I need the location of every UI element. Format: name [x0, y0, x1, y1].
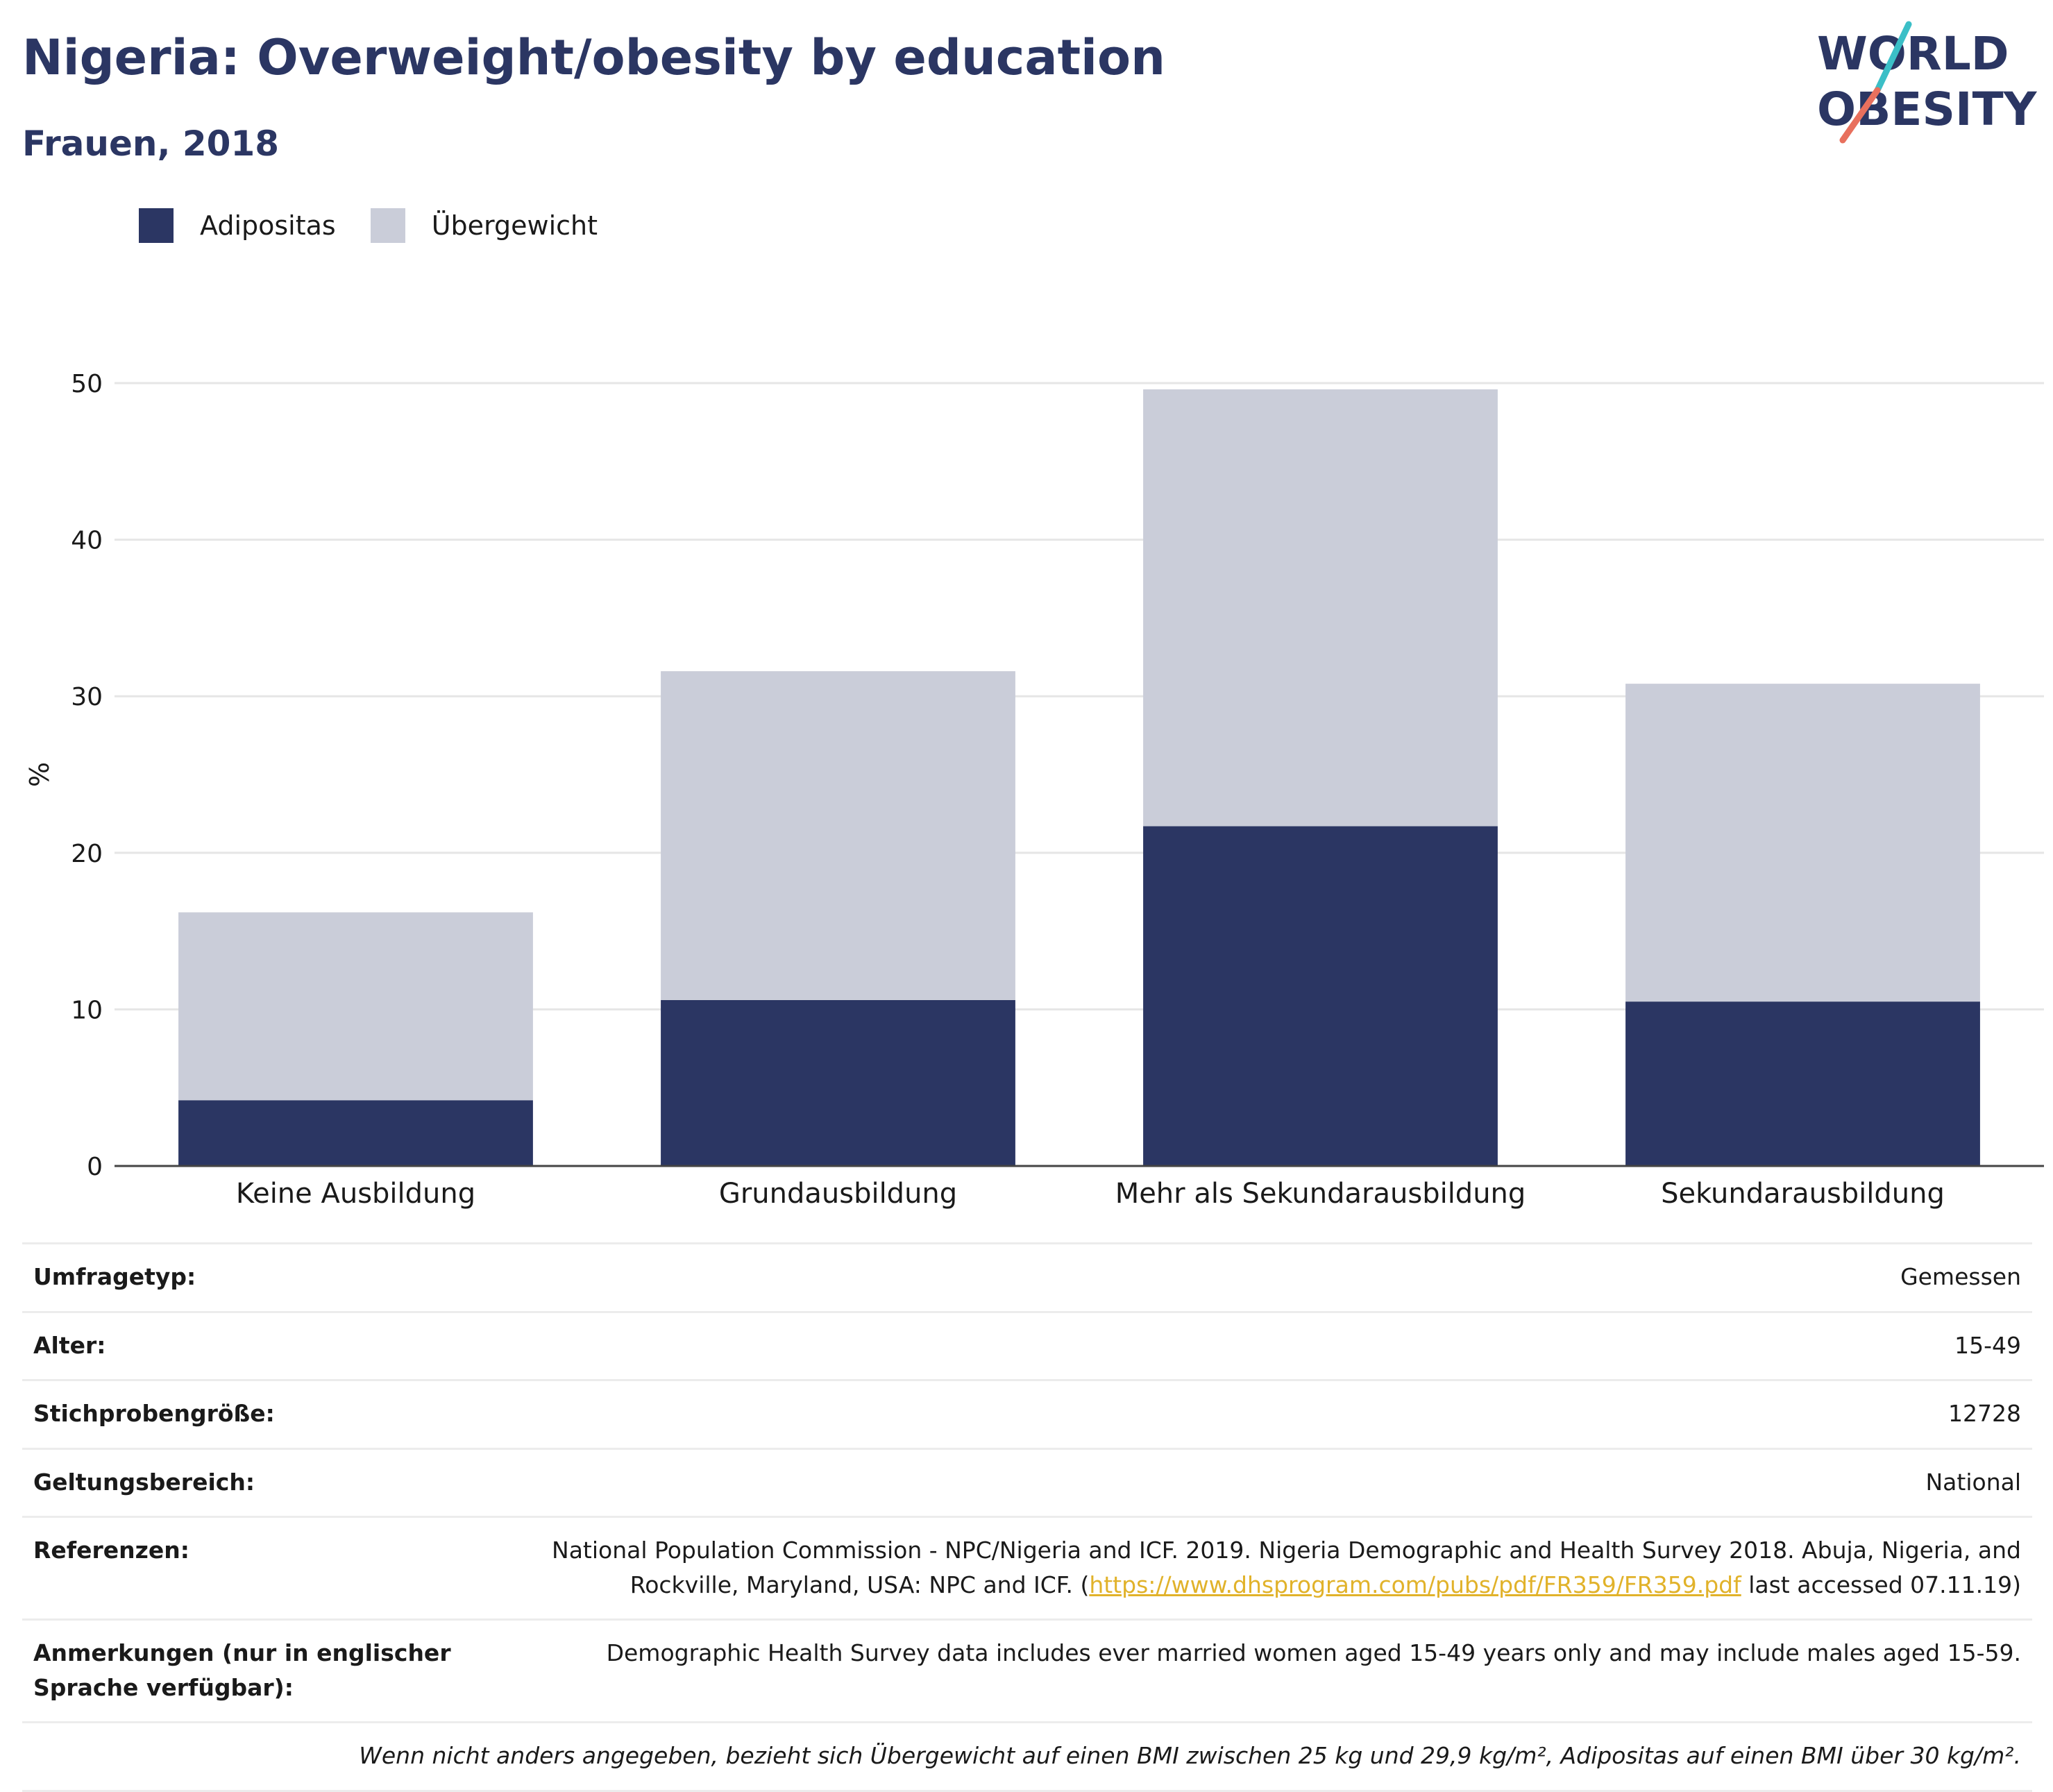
references-link[interactable]: https://www.dhsprogram.com/pubs/pdf/FR35… [1089, 1571, 1741, 1598]
y-tick-label: 20 [71, 840, 103, 868]
info-label: Stichprobengröße: [22, 1379, 530, 1448]
references-text: National Population Commission - NPC/Nig… [552, 1537, 2021, 1598]
y-tick-label: 50 [71, 370, 103, 398]
info-row-footnote: Wenn nicht anders angegeben, bezieht sic… [22, 1721, 2032, 1792]
x-tick-label: Grundausbildung [719, 1178, 957, 1210]
info-label: Umfragetyp: [22, 1242, 530, 1312]
info-value: 15-49 [530, 1310, 2032, 1380]
y-tick-label: 0 [87, 1153, 103, 1181]
info-row-survey-type: Umfragetyp: Gemessen [22, 1242, 2032, 1312]
world-obesity-logo: WORLD OBESITY [1817, 21, 2038, 144]
info-row-notes: Anmerkungen (nur in englischer Sprache v… [22, 1618, 2032, 1723]
bar-adipositas-1 [178, 1100, 533, 1166]
bar-uebergewicht-4 [1625, 684, 1980, 1002]
bar-adipositas-2 [661, 999, 1015, 1166]
x-tick-label: Keine Ausbildung [236, 1178, 475, 1210]
references-value: National Population Commission - NPC/Nig… [530, 1516, 2032, 1620]
y-tick-label: 40 [71, 527, 103, 555]
references-accessed: last accessed 07.11.19) [1741, 1571, 2021, 1598]
bar-chart: 0 10 20 30 40 50% Keine Ausbildung Grundausbild… [24, 370, 2044, 1210]
bar-uebergewicht-2 [661, 671, 1015, 1000]
legend-item-uebergewicht[interactable]: Übergewicht [370, 208, 598, 243]
legend-item-adipositas[interactable]: Adipositas [139, 208, 336, 243]
info-value: 12728 [530, 1379, 2032, 1448]
legend-label-uebergewicht: Übergewicht [431, 210, 598, 241]
info-label: Alter: [22, 1310, 530, 1380]
legend-swatch-uebergewicht [370, 208, 405, 243]
info-row-scope: Geltungsbereich: National [22, 1447, 2032, 1517]
info-row-references: Referenzen: National Population Commissi… [22, 1516, 2032, 1620]
x-tick-label: Sekundarausbildung [1661, 1178, 1945, 1210]
y-axis-title: % [24, 762, 55, 787]
legend-swatch-adipositas [139, 208, 174, 243]
bar-uebergewicht-1 [178, 912, 533, 1101]
chart-subtitle: Frauen, 2018 [22, 124, 280, 164]
logo-word-world: WORLD [1817, 27, 2009, 81]
chart-title: Nigeria: Overweight/obesity by education [22, 29, 1165, 86]
info-row-sample-size: Stichprobengröße: 12728 [22, 1379, 2032, 1448]
chart-legend: Adipositas Übergewicht [139, 208, 632, 243]
bar-uebergewicht-3 [1143, 389, 1498, 827]
info-value: National [530, 1447, 2032, 1517]
legend-label-adipositas: Adipositas [200, 210, 336, 241]
logo-slash-teal [1874, 21, 1912, 94]
logo-slash-coral [1839, 87, 1881, 144]
info-row-age: Alter: 15-49 [22, 1310, 2032, 1380]
info-label: Geltungsbereich: [22, 1447, 530, 1517]
info-value: Demographic Health Survey data includes … [530, 1618, 2032, 1723]
info-value: Gemessen [530, 1242, 2032, 1312]
bar-adipositas-3 [1143, 826, 1498, 1166]
y-tick-label: 10 [71, 996, 103, 1024]
bar-adipositas-4 [1625, 1001, 1980, 1166]
info-label: Referenzen: [22, 1516, 530, 1620]
x-tick-label: Mehr als Sekundarausbildung [1115, 1178, 1526, 1210]
footnote: Wenn nicht anders angegeben, bezieht sic… [22, 1721, 2032, 1792]
info-table: Umfragetyp: Gemessen Alter: 15-49 Stichp… [22, 1242, 2032, 1792]
info-label: Anmerkungen (nur in englischer Sprache v… [22, 1618, 530, 1723]
y-tick-label: 30 [71, 683, 103, 711]
info-table-body: Umfragetyp: Gemessen Alter: 15-49 Stichp… [22, 1242, 2032, 1792]
